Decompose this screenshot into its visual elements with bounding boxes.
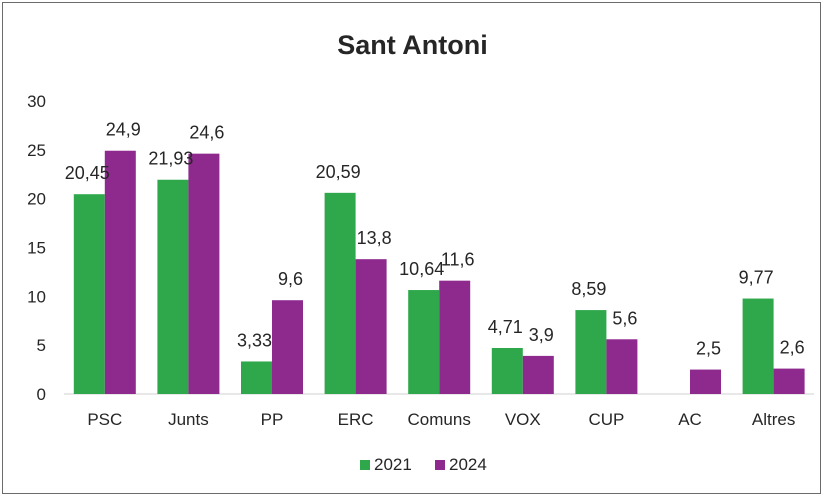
data-label-2021: 4,71 bbox=[488, 317, 523, 337]
x-tick-label: Comuns bbox=[408, 410, 471, 429]
y-tick-label: 0 bbox=[37, 385, 46, 404]
bar-2024-erc bbox=[355, 259, 387, 394]
bar-2024-ac bbox=[690, 369, 721, 394]
x-tick-label: PSC bbox=[87, 410, 122, 429]
data-label-2024: 24,6 bbox=[189, 123, 224, 143]
bar-2024-psc bbox=[104, 150, 136, 394]
data-label-2021: 20,45 bbox=[65, 163, 110, 183]
bar-2024-junts bbox=[188, 153, 220, 394]
bar-2021-vox bbox=[491, 347, 523, 394]
x-tick-label: Junts bbox=[168, 410, 209, 429]
data-label-2021: 9,77 bbox=[739, 268, 774, 288]
data-label-2024: 5,6 bbox=[612, 308, 637, 328]
legend-label: 2024 bbox=[449, 455, 487, 474]
data-label-2024: 3,9 bbox=[529, 325, 554, 345]
data-label-2021: 10,64 bbox=[399, 259, 444, 279]
x-tick-label: VOX bbox=[505, 410, 541, 429]
data-label-2024: 13,8 bbox=[357, 228, 392, 248]
bar-2021-cup bbox=[575, 310, 607, 394]
x-tick-label: PP bbox=[261, 410, 284, 429]
legend-swatch-2021 bbox=[360, 460, 370, 470]
legend-label: 2021 bbox=[374, 455, 412, 474]
bar-2024-pp bbox=[272, 300, 303, 394]
bar-2024-vox bbox=[522, 355, 554, 394]
data-label-2024: 2,5 bbox=[696, 339, 721, 359]
data-label-2021: 21,93 bbox=[148, 149, 193, 169]
y-tick-label: 25 bbox=[27, 141, 46, 160]
x-tick-label: CUP bbox=[588, 410, 624, 429]
x-tick-label: ERC bbox=[338, 410, 374, 429]
bar-2021-comuns bbox=[408, 290, 440, 394]
bar-2024-altres bbox=[773, 368, 805, 394]
y-tick-label: 5 bbox=[37, 336, 46, 355]
x-tick-label: AC bbox=[678, 410, 702, 429]
bar-2021-altres bbox=[742, 298, 774, 394]
data-label-2024: 24,9 bbox=[106, 120, 141, 140]
data-label-2021: 20,59 bbox=[316, 162, 361, 182]
bar-2021-junts bbox=[157, 179, 189, 394]
data-label-2021: 8,59 bbox=[571, 279, 606, 299]
bar-2021-erc bbox=[324, 192, 356, 394]
bar-2021-pp bbox=[241, 361, 272, 394]
bar-2021-psc bbox=[73, 194, 105, 394]
chart-title: Sant Antoni bbox=[337, 30, 488, 60]
data-label-2024: 9,6 bbox=[278, 269, 303, 289]
y-tick-label: 15 bbox=[27, 238, 46, 257]
data-label-2024: 11,6 bbox=[441, 250, 475, 270]
x-tick-label: Altres bbox=[752, 410, 795, 429]
data-label-2021: 3,33 bbox=[237, 330, 272, 350]
bar-2024-comuns bbox=[439, 280, 471, 394]
y-tick-label: 30 bbox=[27, 92, 46, 111]
y-tick-label: 10 bbox=[27, 287, 46, 306]
y-tick-label: 20 bbox=[27, 190, 46, 209]
legend-swatch-2024 bbox=[435, 460, 445, 470]
bar-2024-cup bbox=[606, 339, 638, 394]
data-label-2024: 2,6 bbox=[780, 338, 805, 358]
